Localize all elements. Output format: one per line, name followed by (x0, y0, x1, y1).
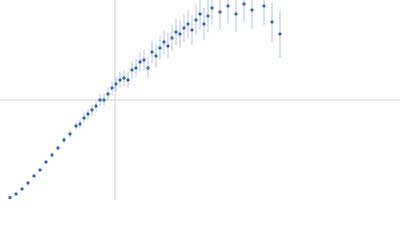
point (134, 66, 138, 70)
chart (0, 0, 400, 200)
point (90, 108, 94, 112)
point (138, 60, 142, 64)
point (118, 78, 122, 82)
point (250, 8, 254, 12)
point (74, 124, 78, 128)
point (218, 10, 222, 14)
point (270, 20, 274, 24)
point (106, 92, 110, 96)
point (190, 28, 194, 32)
point (202, 22, 206, 26)
point (78, 122, 82, 126)
point (82, 116, 86, 120)
point (86, 112, 90, 116)
point (14, 192, 18, 196)
point (110, 86, 114, 90)
point (226, 4, 230, 8)
point (146, 66, 150, 70)
page: (() => { const data = JSON.parse(documen… (0, 0, 400, 200)
point (242, 2, 246, 6)
point (26, 181, 30, 185)
point (186, 22, 190, 26)
point (44, 160, 48, 164)
point (182, 26, 186, 30)
point (122, 76, 126, 80)
point (8, 196, 12, 200)
point (162, 40, 166, 44)
point (20, 187, 24, 191)
point (102, 98, 106, 102)
point (154, 54, 158, 58)
point (210, 6, 214, 10)
point (38, 168, 42, 172)
point (68, 132, 72, 136)
point (126, 78, 130, 82)
point (130, 68, 134, 72)
point (62, 138, 66, 142)
point (50, 153, 54, 157)
point (56, 146, 60, 150)
point (234, 12, 238, 16)
point (158, 46, 162, 50)
point (262, 4, 266, 8)
point (178, 32, 182, 36)
point (198, 12, 202, 16)
point (194, 18, 198, 22)
point (174, 30, 178, 34)
point (206, 14, 210, 18)
point (166, 44, 170, 48)
point (170, 36, 174, 40)
point (94, 104, 98, 108)
point (98, 98, 102, 102)
point (150, 50, 154, 54)
point (32, 174, 36, 178)
point (114, 82, 118, 86)
point (142, 58, 146, 62)
point (278, 32, 282, 36)
